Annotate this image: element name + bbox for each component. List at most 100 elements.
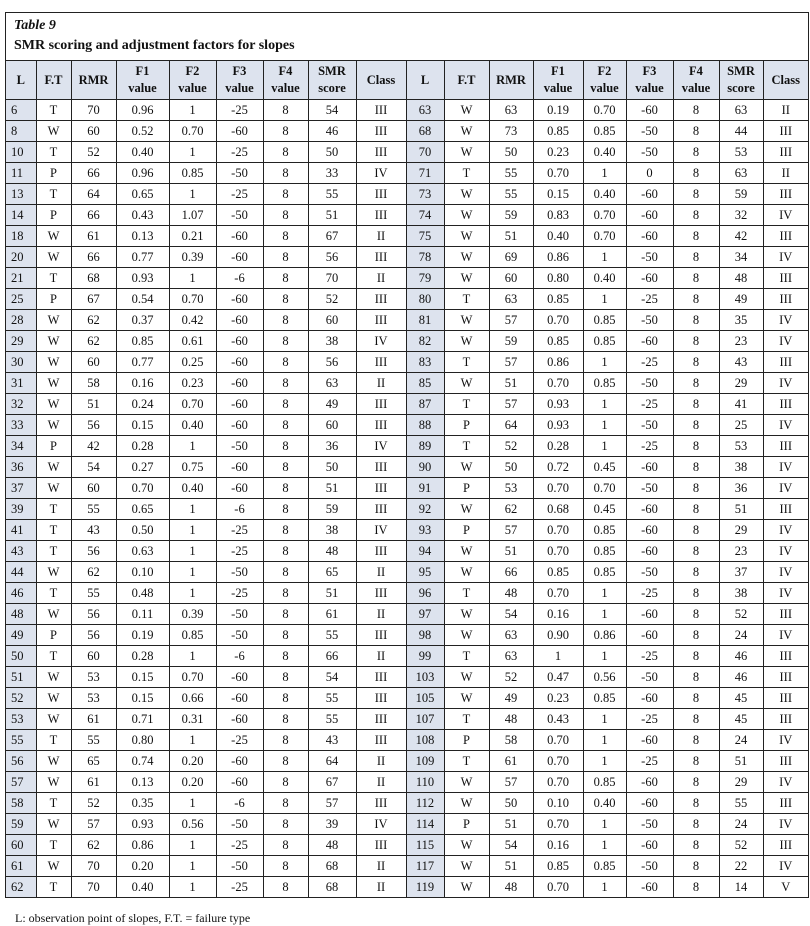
cell-f2: 1 [168,519,217,541]
cell-f2: 1 [582,162,627,184]
cell-ft: W [443,792,490,814]
cell-f4: 8 [262,309,309,331]
cell-f2: 1 [168,141,217,163]
cell-smr: 41 [718,393,764,415]
cell-class: III [762,288,808,310]
cell-f2: 1 [168,645,217,667]
cell-f2: 1 [582,435,627,457]
cell-f2: 0.40 [582,141,627,163]
cell-f1: 0.70 [532,309,584,331]
cell-f3: -6 [215,792,264,814]
cell-class: III [762,141,808,163]
cell-f4: 8 [672,792,720,814]
cell-f2: 0.85 [168,624,217,646]
cell-smr: 48 [307,540,357,562]
cell-ft: T [443,435,490,457]
cell-ft: T [443,393,490,415]
cell-rmr: 66 [70,246,117,268]
cell-f1: 0.63 [115,540,170,562]
table-row: 28 W 62 0.37 0.42 -60 8 60 III 81 W 57 0.70 0.85 -50 8 3… [6,309,808,331]
cell-ft: P [35,204,72,226]
cell-f2: 0.40 [582,267,627,289]
cell-class: IV [762,246,808,268]
cell-class: III [355,540,407,562]
cell-f4: 8 [672,519,720,541]
cell-rmr: 50 [488,141,534,163]
cell-smr: 45 [718,687,764,709]
cell-f3: -60 [625,498,674,520]
cell-l: 108 [405,729,445,751]
cell-class: III [762,750,808,772]
cell-f4: 8 [262,120,309,142]
cell-rmr: 52 [488,666,534,688]
cell-l: 14 [6,204,37,226]
cell-f3: -25 [215,876,264,897]
cell-f2: 1 [168,540,217,562]
cell-class: III [355,99,407,121]
header-ft: F.T [443,61,490,100]
cell-f4: 8 [262,267,309,289]
cell-ft: W [443,204,490,226]
cell-l: 91 [405,477,445,499]
cell-f2: 1 [168,267,217,289]
cell-f4: 8 [262,372,309,394]
cell-smr: 51 [307,204,357,226]
cell-l: 90 [405,456,445,478]
smr-table: L F.T RMR F1 value F2 value F3 value F4 value SMR sc… [6,61,808,897]
cell-f4: 8 [262,288,309,310]
cell-l: 107 [405,708,445,730]
cell-f2: 0.45 [582,498,627,520]
cell-smr: 25 [718,414,764,436]
header-f3: F3 value [625,61,674,100]
cell-f3: -50 [215,855,264,877]
cell-l: 85 [405,372,445,394]
cell-f1: 0.15 [532,183,584,205]
cell-f3: -60 [215,351,264,373]
cell-l: 11 [6,162,37,184]
cell-f3: -60 [625,330,674,352]
cell-f4: 8 [672,393,720,415]
table-row: 56 W 65 0.74 0.20 -60 8 64 II 109 T 61 0.70 1 -25 8 51 II… [6,750,808,772]
header-text: F2 [597,64,612,78]
cell-ft: T [443,645,490,667]
cell-f2: 0.40 [168,477,217,499]
cell-f4: 8 [262,204,309,226]
cell-f4: 8 [262,477,309,499]
cell-class: III [355,183,407,205]
cell-f3: -50 [215,204,264,226]
table-row: 33 W 56 0.15 0.40 -60 8 60 III 88 P 64 0.93 1 -50 8 25 IV [6,414,808,436]
cell-smr: 33 [307,162,357,184]
cell-l: 34 [6,435,37,457]
cell-ft: T [443,708,490,730]
cell-f4: 8 [262,771,309,793]
cell-f1: 0.80 [115,729,170,751]
cell-smr: 52 [718,834,764,856]
cell-f3: -25 [215,834,264,856]
cell-f3: -60 [625,267,674,289]
header-f2: F2 value [582,61,627,100]
cell-ft: T [35,729,72,751]
cell-smr: 54 [307,666,357,688]
cell-f1: 0.24 [115,393,170,415]
table-row: 62 T 70 0.40 1 -25 8 68 II 119 W 48 0.70 1 -60 8 14 V [6,876,808,897]
header-text: value [543,81,573,95]
table-row: 6 T 70 0.96 1 -25 8 54 III 63 W 63 0.19 0.70 -60 8 63 II [6,99,808,121]
cell-ft: W [443,456,490,478]
cell-f4: 8 [672,330,720,352]
cell-f1: 0.13 [115,771,170,793]
cell-f2: 0.56 [582,666,627,688]
cell-ft: T [35,519,72,541]
cell-f1: 0.40 [115,876,170,897]
cell-f4: 8 [672,120,720,142]
cell-class: III [355,141,407,163]
cell-f3: -50 [625,813,674,835]
cell-ft: T [35,540,72,562]
cell-rmr: 48 [488,876,534,897]
cell-rmr: 61 [70,708,117,730]
cell-f3: -50 [625,372,674,394]
cell-class: III [355,666,407,688]
cell-rmr: 70 [70,876,117,897]
table-row: 34 P 42 0.28 1 -50 8 36 IV 89 T 52 0.28 1 -25 8 53 III [6,435,808,457]
cell-rmr: 60 [70,477,117,499]
cell-class: III [762,351,808,373]
